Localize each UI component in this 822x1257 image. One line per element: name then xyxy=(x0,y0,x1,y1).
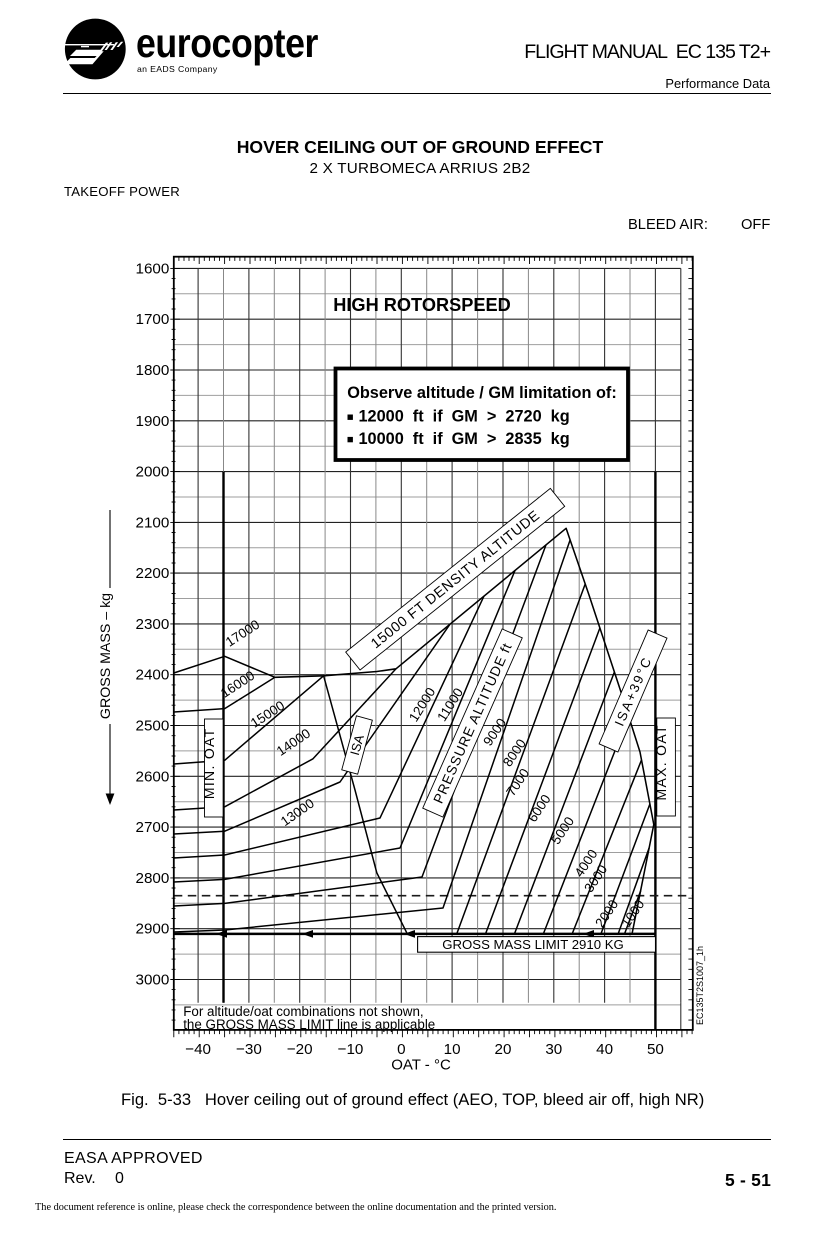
svg-text:2900: 2900 xyxy=(136,921,170,938)
svg-text:2000: 2000 xyxy=(136,464,170,481)
svg-text:15000 FT DENSITY ALTITUDE: 15000 FT DENSITY ALTITUDE xyxy=(368,508,543,652)
svg-text:17000: 17000 xyxy=(223,617,262,650)
svg-text:14000: 14000 xyxy=(274,726,313,759)
svg-text:2100: 2100 xyxy=(136,514,170,531)
svg-text:12000 ft if GM > 2720 kg: 12000 ft if GM > 2720 kg xyxy=(359,408,570,426)
svg-text:For altitude/oat combinations: For altitude/oat combinations not shown, xyxy=(183,1004,423,1019)
svg-text:1900: 1900 xyxy=(136,413,170,430)
svg-text:−10: −10 xyxy=(338,1041,364,1058)
svg-text:10000 ft if GM > 2835 kg: 10000 ft if GM > 2835 kg xyxy=(359,430,570,448)
svg-text:GROSS MASS – kg: GROSS MASS – kg xyxy=(98,593,114,719)
svg-text:ISA: ISA xyxy=(347,733,367,757)
svg-text:MAX. OAT: MAX. OAT xyxy=(653,724,669,800)
svg-text:50: 50 xyxy=(647,1041,664,1058)
svg-text:20: 20 xyxy=(495,1041,512,1058)
svg-text:2600: 2600 xyxy=(136,768,170,785)
svg-text:2500: 2500 xyxy=(136,718,170,735)
svg-text:2000: 2000 xyxy=(592,897,621,930)
svg-text:5000: 5000 xyxy=(548,814,577,847)
svg-text:10: 10 xyxy=(444,1041,461,1058)
svg-text:2400: 2400 xyxy=(136,667,170,684)
svg-text:EC135T2S1007_1h: EC135T2S1007_1h xyxy=(695,946,705,1025)
svg-text:2700: 2700 xyxy=(136,819,170,836)
svg-text:2300: 2300 xyxy=(136,616,170,633)
svg-text:30: 30 xyxy=(545,1041,562,1058)
svg-text:the GROSS MASS LIMIT line is a: the GROSS MASS LIMIT line is applicable xyxy=(183,1017,435,1032)
svg-text:6000: 6000 xyxy=(525,792,554,825)
svg-text:1600: 1600 xyxy=(136,260,170,277)
svg-text:MIN. OAT: MIN. OAT xyxy=(201,728,217,800)
svg-text:2800: 2800 xyxy=(136,870,170,887)
svg-text:−30: −30 xyxy=(236,1041,262,1058)
svg-text:0: 0 xyxy=(397,1041,405,1058)
svg-text:1700: 1700 xyxy=(136,311,170,328)
svg-text:OAT - °C: OAT - °C xyxy=(391,1057,451,1074)
svg-text:40: 40 xyxy=(596,1041,613,1058)
svg-text:8000: 8000 xyxy=(500,736,529,769)
svg-text:−40: −40 xyxy=(185,1041,211,1058)
svg-text:Observe altitude / GM limitati: Observe altitude / GM limitation of: xyxy=(347,384,617,402)
svg-text:1800: 1800 xyxy=(136,362,170,379)
svg-text:−20: −20 xyxy=(287,1041,313,1058)
svg-text:1000: 1000 xyxy=(618,897,647,930)
svg-text:GROSS MASS LIMIT 2910 KG: GROSS MASS LIMIT 2910 KG xyxy=(442,937,624,952)
svg-text:2200: 2200 xyxy=(136,565,170,582)
svg-text:3000: 3000 xyxy=(136,972,170,989)
svg-text:HIGH ROTORSPEED: HIGH ROTORSPEED xyxy=(333,295,511,315)
